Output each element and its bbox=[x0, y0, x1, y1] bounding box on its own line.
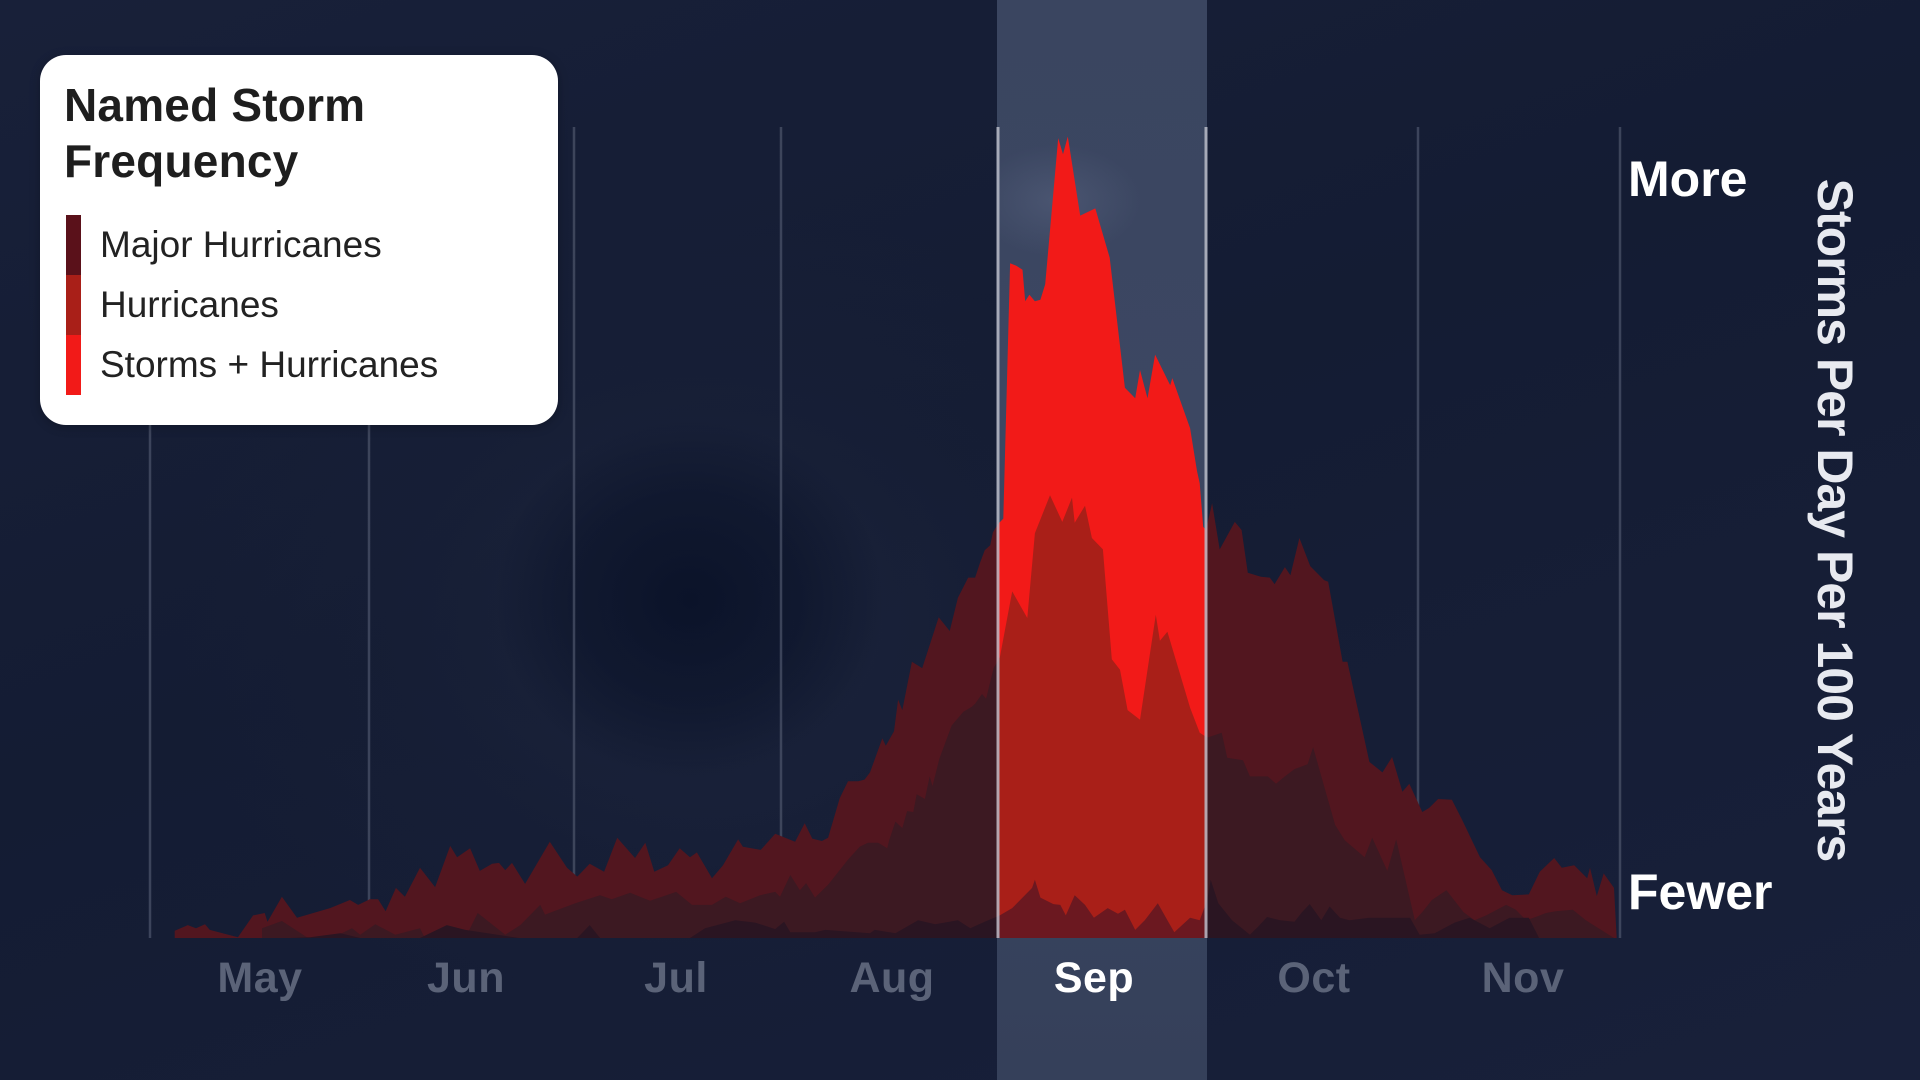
legend-title: Named Storm Frequency bbox=[64, 79, 366, 187]
legend-label: Hurricanes bbox=[100, 284, 279, 325]
y-axis-title: Storms Per Day Per 100 Years bbox=[1807, 178, 1863, 862]
legend-swatch-major-hurricanes bbox=[66, 215, 81, 275]
legend-swatch-storms-hurricanes bbox=[66, 335, 81, 395]
hurricanes-area-dim bbox=[262, 495, 1614, 938]
legend-label: Storms + Hurricanes bbox=[100, 344, 439, 385]
month-gridlines-front bbox=[996, 127, 1208, 938]
hurricanes-area-active bbox=[997, 495, 1207, 938]
legend-item-storms-hurricanes: Storms + Hurricanes bbox=[66, 335, 536, 395]
dim-series-group bbox=[174, 136, 1617, 938]
month-label-jul: Jul bbox=[644, 954, 708, 1002]
legend-card: Named Storm Frequency Major Hurricanes H… bbox=[40, 55, 558, 425]
month-label-sep: Sep bbox=[1053, 954, 1135, 1002]
month-label-aug: Aug bbox=[849, 954, 935, 1002]
legend-swatch-hurricanes bbox=[66, 275, 81, 335]
month-label-may: May bbox=[217, 954, 303, 1002]
month-label-nov: Nov bbox=[1481, 954, 1565, 1002]
legend-label: Major Hurricanes bbox=[100, 224, 382, 265]
storms-area-dim bbox=[174, 136, 1617, 938]
y-scale-fewer-label: Fewer bbox=[1628, 864, 1773, 920]
major-hurricanes-area-dim bbox=[290, 879, 1540, 938]
legend-item-hurricanes: Hurricanes bbox=[66, 275, 536, 335]
y-scale-more-label: More bbox=[1628, 151, 1748, 207]
legend-item-major-hurricanes: Major Hurricanes bbox=[66, 215, 536, 275]
active-series-group bbox=[997, 136, 1207, 938]
month-label-oct: Oct bbox=[1277, 954, 1351, 1002]
month-label-jun: Jun bbox=[427, 954, 505, 1002]
major-hurricanes-area-active bbox=[997, 879, 1207, 938]
